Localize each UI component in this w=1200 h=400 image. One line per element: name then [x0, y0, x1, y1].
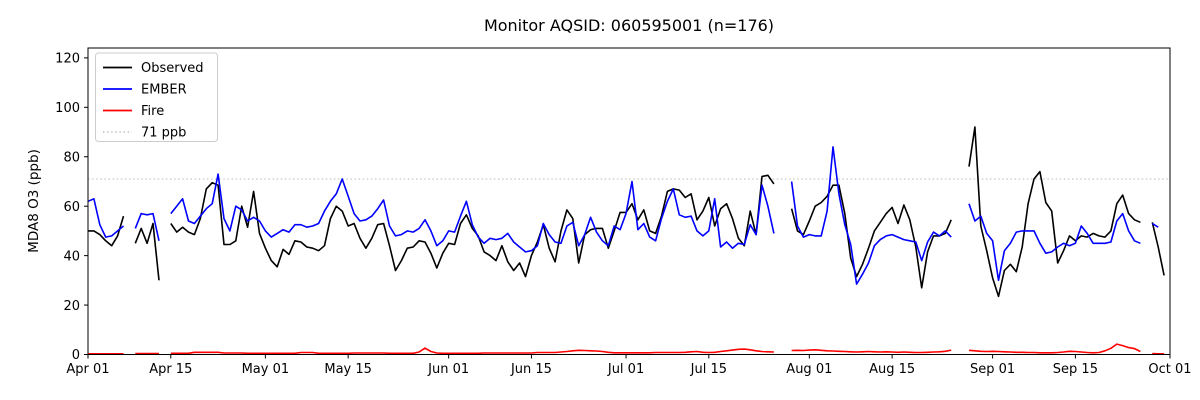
- y-tick-label: 40: [63, 249, 80, 264]
- x-tick-label: Aug 15: [869, 362, 915, 377]
- y-tick-label: 100: [55, 101, 80, 116]
- series-line-ember: [134, 212, 160, 241]
- legend: Observed EMBER Fire 71 ppb: [95, 52, 218, 142]
- x-tick-label: Apr 15: [149, 362, 192, 377]
- legend-entry-71-ppb: 71 ppb: [103, 126, 186, 141]
- x-tick-label: Jun 15: [510, 362, 552, 377]
- series-line-ember: [170, 173, 775, 253]
- legend-label: Fire: [141, 104, 164, 119]
- y-tick-label: 60: [63, 200, 80, 215]
- series-line-ember: [87, 198, 125, 238]
- x-tick-label: Aug 01: [786, 362, 832, 377]
- legend-entry-fire: Fire: [103, 104, 164, 119]
- chart-title: Monitor AQSID: 060595001 (n=176): [484, 16, 774, 35]
- x-tick-label: Jun 01: [427, 362, 469, 377]
- series-line-fire: [791, 348, 952, 354]
- series-line-fire: [968, 343, 1141, 354]
- x-tick-label: Sep 15: [1053, 362, 1098, 377]
- plot-frame: [87, 47, 1171, 355]
- x-tick-label: May 15: [324, 362, 372, 377]
- y-tick-label: 80: [63, 150, 80, 165]
- x-tick-label: Jul 15: [690, 362, 727, 377]
- legend-label: Observed: [141, 61, 204, 76]
- series-line-observed: [88, 215, 125, 247]
- x-tick-label: Sep 01: [970, 362, 1015, 377]
- series-line-observed: [790, 184, 952, 289]
- x-tick-label: Apr 01: [66, 362, 109, 377]
- series-line-ember: [790, 146, 952, 285]
- series-line-fire: [170, 347, 774, 355]
- series-line-observed: [1151, 222, 1165, 276]
- x-tick-label: Oct 01: [1148, 362, 1191, 377]
- legend-entry-ember: EMBER: [103, 83, 187, 98]
- series-line-ember: [1151, 222, 1159, 228]
- y-tick-label: 120: [55, 52, 80, 67]
- x-tick-label: Jul 01: [607, 362, 644, 377]
- y-axis-label: MDA8 O3 (ppb): [26, 149, 42, 253]
- y-tick-label: 20: [63, 299, 80, 314]
- series-line-observed: [134, 222, 160, 281]
- legend-entry-observed: Observed: [103, 61, 204, 76]
- legend-label: EMBER: [141, 83, 187, 98]
- x-tick-label: May 01: [242, 362, 290, 377]
- plot-area: Apr 01 Apr 15 May 01 May 15 Jun 01 Jun 15 Jul …: [55, 47, 1192, 377]
- y-tick-label: 0: [72, 348, 80, 363]
- legend-frame: [95, 52, 218, 142]
- legend-label: 71 ppb: [141, 126, 186, 141]
- series-line-observed: [968, 126, 1141, 298]
- series-line-ember: [968, 203, 1141, 282]
